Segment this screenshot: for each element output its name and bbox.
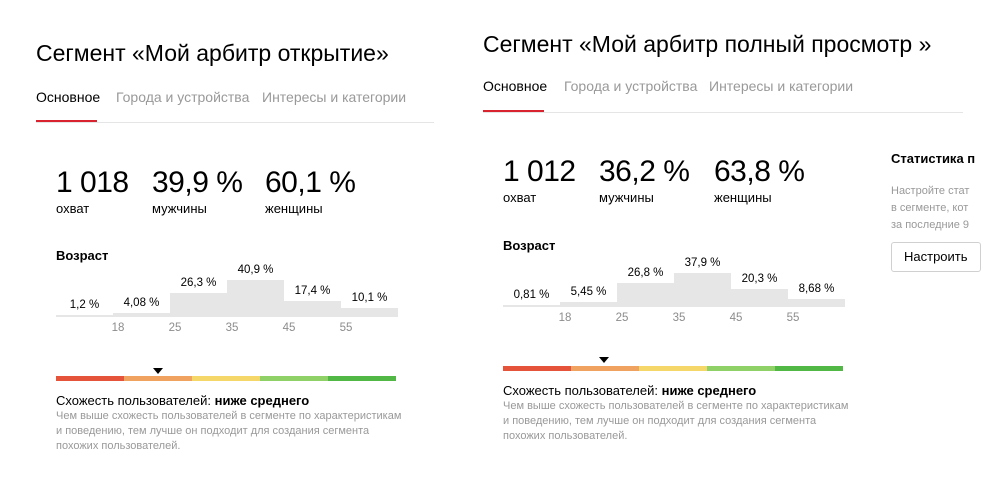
age-tick-label: 18 bbox=[111, 322, 125, 334]
statistics-description-line: за последние 9 bbox=[891, 219, 970, 231]
age-bar bbox=[503, 305, 560, 307]
similarity-value: ниже среднего bbox=[661, 383, 757, 398]
similarity-pointer bbox=[599, 357, 609, 363]
active-tab-indicator bbox=[483, 110, 544, 113]
female-value: 63,8 % bbox=[714, 155, 805, 188]
male-label: мужчины bbox=[599, 190, 654, 205]
statistics-card: Статистика п Настройте стат в сегменте, … bbox=[891, 145, 991, 275]
female-value: 60,1 % bbox=[265, 166, 356, 199]
reach-stat: 1 012 охват bbox=[503, 155, 576, 206]
reach-value: 1 012 bbox=[503, 155, 576, 188]
statistics-description-line: Настройте стат bbox=[891, 185, 970, 197]
age-tick-label: 55 bbox=[786, 312, 800, 324]
age-bar-label: 26,3 % bbox=[180, 277, 217, 290]
reach-label: охват bbox=[503, 190, 537, 205]
age-title: Возраст bbox=[503, 238, 556, 253]
segment-panel-right: Сегмент «Мой арбитр полный просмотр » Ос… bbox=[483, 0, 991, 503]
similarity-segment bbox=[639, 366, 707, 371]
age-bar-label: 0,81 % bbox=[513, 289, 550, 301]
tabs-divider bbox=[36, 122, 434, 123]
tab-interests-categories[interactable]: Интересы и категории bbox=[709, 78, 854, 94]
age-tick-label: 25 bbox=[168, 322, 182, 334]
tab-main[interactable]: Основное bbox=[36, 89, 101, 105]
similarity-segment bbox=[328, 376, 396, 381]
age-bar-label: 40,9 % bbox=[237, 264, 274, 277]
age-chart: 0,81 % 5,45 % 26,8 % 37,9 % 20,3 % 8,68 … bbox=[503, 255, 845, 330]
age-bar-label: 8,68 % bbox=[798, 283, 835, 296]
similarity-line: Схожесть пользователей: ниже среднего bbox=[56, 393, 309, 408]
age-bar bbox=[113, 313, 170, 317]
tab-cities-devices[interactable]: Города и устройства bbox=[116, 89, 250, 105]
age-bar bbox=[560, 302, 617, 307]
similarity-segment bbox=[260, 376, 328, 381]
segment-title: Сегмент «Мой арбитр полный просмотр » bbox=[483, 31, 932, 57]
segment-panel-left: Сегмент «Мой арбитр открытие» Основное Г… bbox=[36, 0, 436, 503]
statistics-description: Настройте стат в сегменте, кот за послед… bbox=[891, 183, 969, 234]
age-bar bbox=[731, 288, 788, 307]
age-tick-label: 35 bbox=[225, 322, 239, 334]
female-stat: 63,8 % женщины bbox=[714, 155, 805, 206]
age-bar bbox=[617, 282, 674, 307]
female-label: женщины bbox=[265, 201, 323, 216]
male-label: мужчины bbox=[152, 201, 207, 216]
age-bar bbox=[341, 307, 398, 317]
female-label: женщины bbox=[714, 190, 772, 205]
similarity-segment bbox=[124, 376, 192, 381]
reach-label: охват bbox=[56, 201, 90, 216]
similarity-description: Чем выше схожесть пользователей в сегмен… bbox=[56, 410, 402, 452]
active-tab-indicator bbox=[36, 120, 97, 123]
similarity-label: Схожесть пользователей: bbox=[503, 383, 662, 398]
age-bar bbox=[170, 293, 227, 317]
age-bar-label: 37,9 % bbox=[684, 256, 721, 269]
male-stat: 36,2 % мужчины bbox=[599, 155, 690, 206]
similarity-scale bbox=[503, 366, 843, 371]
male-stat: 39,9 % мужчины bbox=[152, 166, 243, 217]
similarity-label: Схожесть пользователей: bbox=[56, 393, 215, 408]
male-value: 36,2 % bbox=[599, 155, 690, 188]
age-bar bbox=[674, 272, 731, 307]
similarity-line: Схожесть пользователей: ниже среднего bbox=[503, 383, 756, 398]
similarity-pointer bbox=[153, 368, 163, 374]
similarity-value: ниже среднего bbox=[214, 393, 310, 408]
similarity-segment bbox=[571, 366, 639, 371]
age-bar bbox=[284, 301, 341, 317]
tabs-divider bbox=[483, 112, 963, 113]
reach-stat: 1 018 охват bbox=[56, 166, 129, 217]
age-bar bbox=[56, 315, 113, 317]
reach-value: 1 018 bbox=[56, 166, 129, 199]
age-bar-label: 4,08 % bbox=[123, 297, 160, 310]
age-bar-label: 10,1 % bbox=[351, 291, 388, 304]
age-bar-label: 5,45 % bbox=[570, 286, 607, 299]
similarity-segment bbox=[192, 376, 260, 381]
statistics-title: Статистика п bbox=[891, 151, 976, 166]
similarity-description: Чем выше схожесть пользователей в сегмен… bbox=[503, 400, 849, 442]
tab-cities-devices[interactable]: Города и устройства bbox=[564, 78, 698, 94]
tab-main[interactable]: Основное bbox=[483, 78, 548, 94]
age-bar bbox=[227, 280, 284, 317]
tab-interests-categories[interactable]: Интересы и категории bbox=[262, 89, 407, 105]
statistics-description-line: в сегменте, кот bbox=[891, 202, 969, 214]
age-bar-label: 26,8 % bbox=[627, 266, 664, 279]
age-tick-label: 45 bbox=[729, 312, 743, 324]
configure-button[interactable]: Настроить bbox=[891, 242, 981, 272]
age-title: Возраст bbox=[56, 248, 109, 263]
male-value: 39,9 % bbox=[152, 166, 243, 199]
age-bar-label: 20,3 % bbox=[741, 272, 778, 285]
age-tick-label: 55 bbox=[339, 322, 353, 334]
age-bar-label: 1,2 % bbox=[69, 299, 100, 311]
similarity-segment bbox=[56, 376, 124, 381]
similarity-scale bbox=[56, 376, 396, 381]
similarity-segment bbox=[775, 366, 843, 371]
female-stat: 60,1 % женщины bbox=[265, 166, 356, 217]
segment-title: Сегмент «Мой арбитр открытие» bbox=[36, 40, 389, 66]
age-bar-label: 17,4 % bbox=[294, 285, 331, 298]
age-tick-label: 25 bbox=[615, 312, 629, 324]
age-tick-label: 18 bbox=[558, 312, 572, 324]
age-chart: 1,2 % 4,08 % 26,3 % 40,9 % 17,4 % 10,1 %… bbox=[56, 264, 398, 340]
age-tick-label: 45 bbox=[282, 322, 296, 334]
similarity-segment bbox=[707, 366, 775, 371]
similarity-segment bbox=[503, 366, 571, 371]
age-tick-label: 35 bbox=[672, 312, 686, 324]
age-bar bbox=[788, 299, 845, 307]
